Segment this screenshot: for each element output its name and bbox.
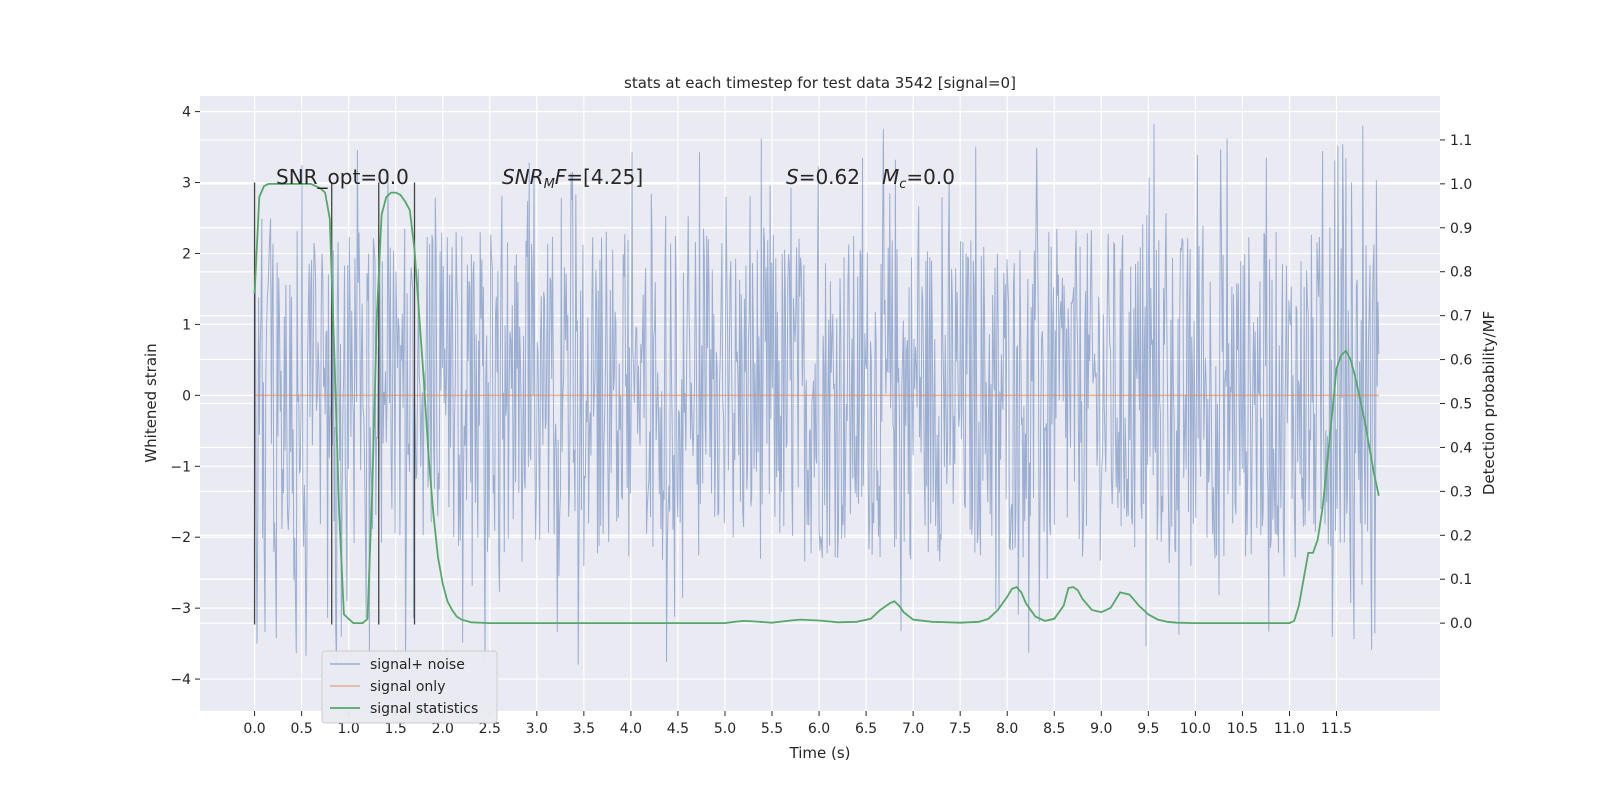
grid xyxy=(200,96,1440,711)
x-tick-label: 5.0 xyxy=(714,721,736,737)
signal-statistics-series xyxy=(253,182,1380,624)
x-tick-label: 8.5 xyxy=(1043,721,1065,737)
legend-box xyxy=(321,650,498,724)
x-tick-label: 0.5 xyxy=(290,721,312,737)
signal-statistics-line xyxy=(253,182,1380,624)
x-tick-label: 11.5 xyxy=(1321,721,1352,737)
y-axis-left: −4 −3 −2 −1 0 1 2 3 4 xyxy=(170,105,200,688)
x-tick-label: 10.5 xyxy=(1227,721,1258,737)
y-right-tick-label: 0.3 xyxy=(1450,484,1472,500)
x-tick-label: 1.5 xyxy=(385,721,407,737)
y-right-tick-label: 0.8 xyxy=(1450,265,1472,281)
annotation-s: S=0.62 xyxy=(786,165,860,189)
x-tick-label: 5.5 xyxy=(761,721,783,737)
annotation-mc: Mc=0.0 xyxy=(882,165,955,192)
y-left-tick-label: 2 xyxy=(182,246,191,262)
legend-label-signal-statistics: signal statistics xyxy=(370,701,478,717)
y-right-tick-label: 0.4 xyxy=(1450,440,1472,456)
y-right-tick-label: 0.0 xyxy=(1450,616,1472,632)
y-left-tick-label: −4 xyxy=(170,672,191,688)
legend-label-signal-plus-noise: signal+ noise xyxy=(370,657,465,673)
x-tick-label: 2.5 xyxy=(479,721,501,737)
x-tick-label: 9.5 xyxy=(1137,721,1159,737)
x-axis: 0.0 0.5 1.0 1.5 2.0 2.5 3.0 3.5 4.0 4.5 5.0 5.5 6.0 6… xyxy=(243,711,1352,737)
x-tick-label: 6.5 xyxy=(855,721,877,737)
x-tick-label: 4.5 xyxy=(667,721,689,737)
y-left-tick-label: 4 xyxy=(182,105,191,121)
x-tick-label: 7.0 xyxy=(902,721,924,737)
y-axis-right: 0.0 0.1 0.2 0.3 0.4 0.5 0.6 0.7 0.8 0.9 1.0 1.1 xyxy=(1440,133,1472,632)
y-left-tick-label: −2 xyxy=(170,530,191,546)
y-left-tick-label: 3 xyxy=(182,176,191,192)
x-tick-label: 7.5 xyxy=(949,721,971,737)
signal-plus-noise-series xyxy=(254,123,1380,665)
x-tick-label: 2.0 xyxy=(432,721,454,737)
y-left-tick-label: −3 xyxy=(170,601,191,617)
y-right-tick-label: 0.9 xyxy=(1450,221,1472,237)
annotations: SNR_opt=0.0 SNRMF=[4.25] S=0.62 Mc=0.0 xyxy=(276,165,955,192)
x-tick-label: 11.0 xyxy=(1274,721,1305,737)
y-axis-left-label: Whitened strain xyxy=(142,343,160,462)
legend-label-signal-only: signal only xyxy=(370,679,445,695)
x-axis-label: Time (s) xyxy=(789,744,851,762)
y-right-tick-label: 0.6 xyxy=(1450,353,1472,369)
legend: signal+ noise signal only signal statist… xyxy=(321,650,498,724)
x-tick-label: 10.0 xyxy=(1180,721,1211,737)
x-tick-label: 0.0 xyxy=(243,721,265,737)
chart-title: stats at each timestep for test data 354… xyxy=(624,74,1016,92)
x-tick-label: 8.0 xyxy=(996,721,1018,737)
x-tick-label: 4.0 xyxy=(620,721,642,737)
y-left-tick-label: 0 xyxy=(182,388,191,404)
x-tick-label: 1.0 xyxy=(338,721,360,737)
y-right-tick-label: 0.2 xyxy=(1450,528,1472,544)
y-right-tick-label: 1.1 xyxy=(1450,133,1472,149)
y-right-tick-label: 0.1 xyxy=(1450,572,1472,588)
y-right-tick-label: 1.0 xyxy=(1450,177,1472,193)
y-right-tick-label: 0.7 xyxy=(1450,309,1472,325)
annotation-snr-mf: SNRMF=[4.25] xyxy=(502,165,643,192)
x-tick-label: 9.0 xyxy=(1090,721,1112,737)
y-axis-right-label: Detection probability/MF xyxy=(1480,311,1498,495)
y-left-tick-label: 1 xyxy=(182,317,191,333)
y-left-tick-label: −1 xyxy=(170,459,191,475)
signal-plus-noise-line xyxy=(254,123,1380,665)
y-right-tick-label: 0.5 xyxy=(1450,397,1472,413)
annotation-snr-opt: SNR_opt=0.0 xyxy=(276,165,409,189)
x-tick-label: 6.0 xyxy=(808,721,830,737)
x-tick-label: 3.5 xyxy=(573,721,595,737)
x-tick-label: 3.0 xyxy=(526,721,548,737)
